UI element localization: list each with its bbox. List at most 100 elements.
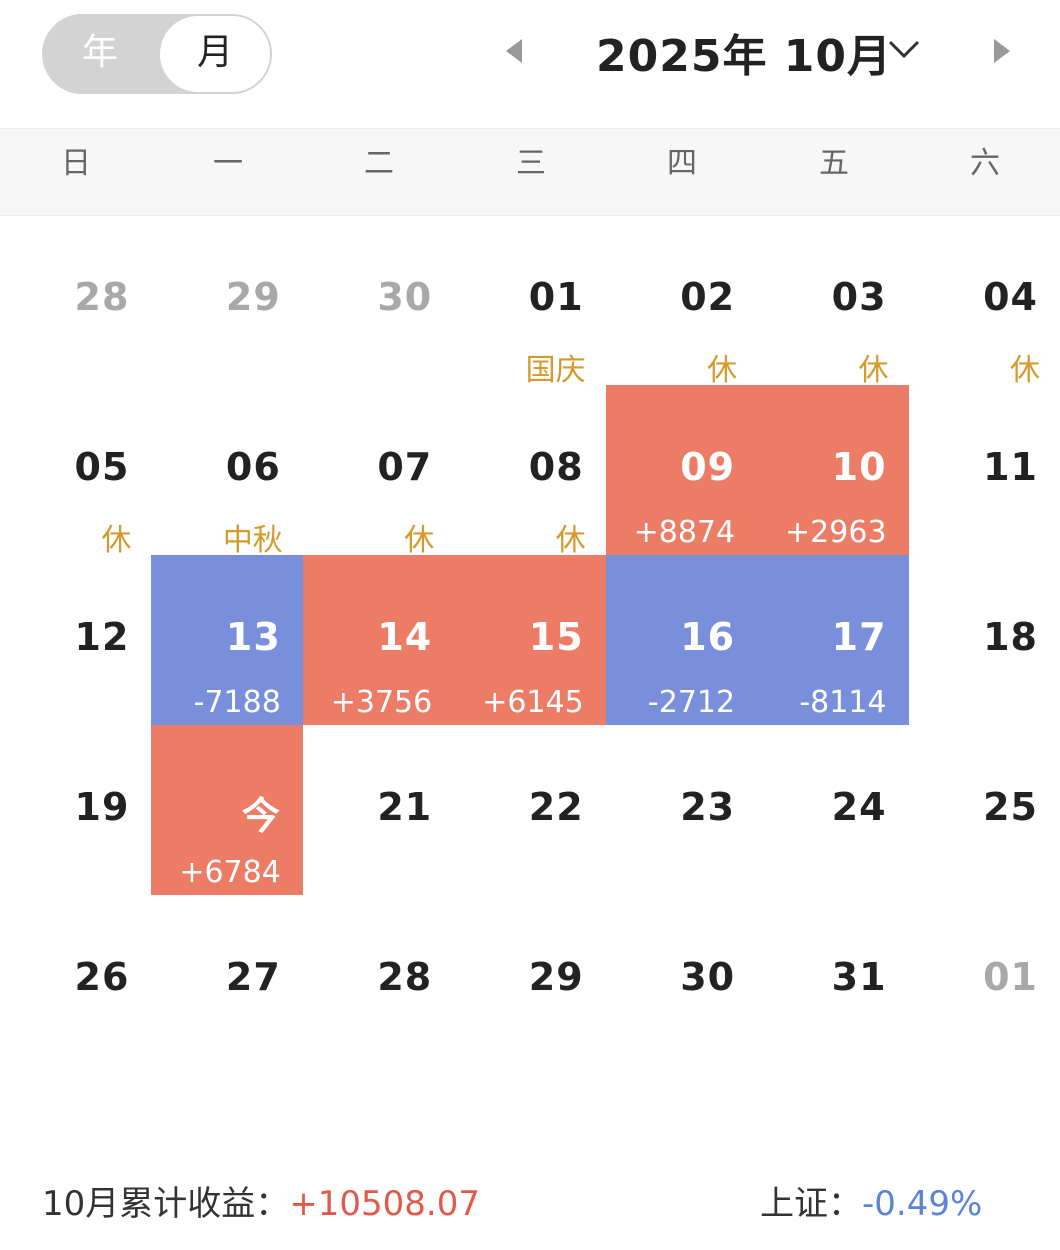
calendar-day[interactable]: 16 -2712 [605,555,758,725]
calendar-day[interactable]: 27 [151,895,302,1065]
day-number: 07 [377,445,433,489]
day-number: 01 [983,955,1038,999]
day-number: 12 [74,615,130,659]
shanghai-index: 上证：-0.49% [760,1176,982,1225]
calendar-day[interactable]: 08 休 [454,385,605,558]
weekday-header: 日 一 二 三 四 五 六 [0,128,1060,216]
calendar-day[interactable]: 04 休 [909,215,1060,388]
day-number: 15 [528,615,584,659]
calendar-day[interactable]: 28 [0,215,151,385]
weekday-sat: 六 [970,146,1000,181]
day-number: 06 [225,445,281,489]
day-number: 29 [528,955,584,999]
calendar-day[interactable]: 24 [757,725,908,895]
calendar-day[interactable]: 23 [606,725,757,895]
day-number: 13 [225,615,281,659]
calendar-day[interactable]: 26 [0,895,151,1065]
day-number: 05 [74,445,130,489]
day-number: 27 [225,955,281,999]
year-view-option[interactable]: 年 [81,32,118,73]
holiday-label: 休 [1009,353,1040,388]
daily-pnl: +8874 [633,515,736,550]
day-number: 今 [241,794,281,838]
day-number: 01 [528,275,584,319]
calendar-day[interactable]: 22 [454,725,605,895]
holiday-label: 休 [555,523,586,558]
calendar-day[interactable]: 30 [606,895,757,1065]
holiday-label: 休 [101,523,132,558]
calendar-day[interactable]: 17 -8114 [757,555,909,725]
daily-pnl: -7188 [193,685,281,720]
calendar-day[interactable]: 03 休 [757,215,908,388]
holiday-label: 国庆 [525,353,586,388]
calendar-day-today[interactable]: 今 +6784 [151,725,303,895]
cumulative-value: +10508.07 [289,1184,480,1224]
daily-pnl: +6145 [482,685,584,720]
day-number: 29 [225,275,281,319]
monthly-cumulative-return: 10月累计收益：+10508.07 [42,1176,480,1225]
day-number: 16 [680,615,736,659]
holiday-label: 休 [404,523,435,558]
day-number: 28 [377,955,433,999]
day-number: 18 [983,615,1038,659]
holiday-label: 休 [707,353,738,388]
index-value: -0.49% [862,1184,983,1224]
index-label: 上证： [760,1184,862,1224]
day-number: 31 [831,955,887,999]
weekday-sun: 日 [61,146,91,181]
day-number: 25 [983,785,1038,829]
next-month-icon[interactable] [986,36,1016,66]
daily-pnl: +6784 [179,855,281,890]
calendar-day[interactable]: 18 [909,555,1060,725]
day-number: 08 [528,445,584,489]
calendar-day[interactable]: 05 休 [0,385,151,558]
day-number: 17 [831,615,887,659]
calendar-day[interactable]: 06 中秋 [151,385,302,558]
daily-pnl: -8114 [799,685,887,720]
weekday-thu: 四 [667,146,697,181]
daily-pnl: +3756 [330,685,433,720]
calendar-day[interactable]: 25 [909,725,1060,895]
calendar-day[interactable]: 29 [454,895,605,1065]
day-number: 22 [528,785,584,829]
day-number: 30 [680,955,736,999]
day-number: 30 [377,275,433,319]
calendar-day[interactable]: 21 [303,725,454,895]
day-number: 09 [680,445,736,489]
calendar-day[interactable]: 12 [0,555,151,725]
calendar-day[interactable]: 31 [757,895,908,1065]
cumulative-label: 10月累计收益： [42,1184,290,1224]
day-number: 26 [74,955,130,999]
weekday-mon: 一 [213,146,243,181]
calendar-day[interactable]: 01 [909,895,1060,1065]
day-number: 04 [983,275,1038,319]
chevron-down-icon[interactable] [884,34,924,64]
calendar-day[interactable]: 09 +8874 [605,385,758,555]
calendar-day[interactable]: 02 休 [606,215,757,388]
holiday-label: 中秋 [222,523,283,558]
calendar-day[interactable]: 01 国庆 [454,215,605,388]
day-number: 10 [831,445,887,489]
calendar-day[interactable]: 14 +3756 [302,555,455,725]
calendar-day[interactable]: 11 [909,385,1060,555]
calendar-day[interactable]: 28 [303,895,454,1065]
calendar-day[interactable]: 15 +6145 [454,555,606,725]
weekday-fri: 五 [819,146,849,181]
weekday-tue: 二 [364,146,394,181]
calendar-day[interactable]: 30 [303,215,454,385]
daily-pnl: +2963 [785,515,887,550]
calendar-day[interactable]: 19 [0,725,151,895]
month-title[interactable]: 2025年 10月 [596,31,893,82]
prev-month-icon[interactable] [500,36,530,66]
day-number: 11 [983,445,1038,489]
calendar-day[interactable]: 29 [151,215,302,385]
calendar-day[interactable]: 13 -7188 [151,555,303,725]
holiday-label: 休 [858,353,889,388]
day-number: 19 [74,785,130,829]
calendar-day[interactable]: 10 +2963 [757,385,909,555]
calendar-day[interactable]: 07 休 [303,385,454,558]
month-view-option[interactable]: 月 [158,14,272,94]
day-number: 28 [74,275,130,319]
day-number: 24 [831,785,887,829]
day-number: 21 [377,785,433,829]
